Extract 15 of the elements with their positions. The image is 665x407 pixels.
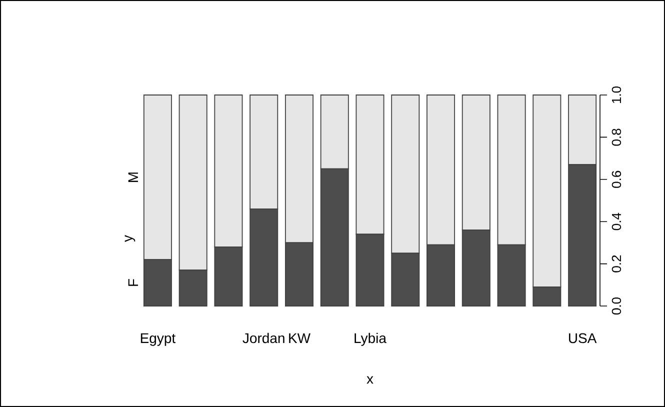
y-tick-label: 0.0 — [612, 297, 622, 315]
x-tick-label: Egypt — [140, 333, 176, 346]
y-tick-label: 0.8 — [612, 128, 622, 146]
x-axis-title: x — [366, 376, 374, 384]
y-axis-title: y — [124, 235, 136, 242]
y-tick-label: 0.6 — [612, 170, 622, 188]
text: F — [128, 279, 138, 286]
x-tick-label: USA — [568, 333, 597, 344]
x-tick-label: KW — [289, 333, 310, 343]
text: M — [128, 172, 138, 182]
y-tick-label: 0.4 — [612, 212, 622, 230]
x-tick-label: Jordan — [242, 332, 284, 344]
y-tick-label: 0.2 — [612, 255, 622, 272]
y-tick-label: 1.0 — [612, 86, 622, 104]
x-tick-label: Lybia — [354, 332, 386, 346]
